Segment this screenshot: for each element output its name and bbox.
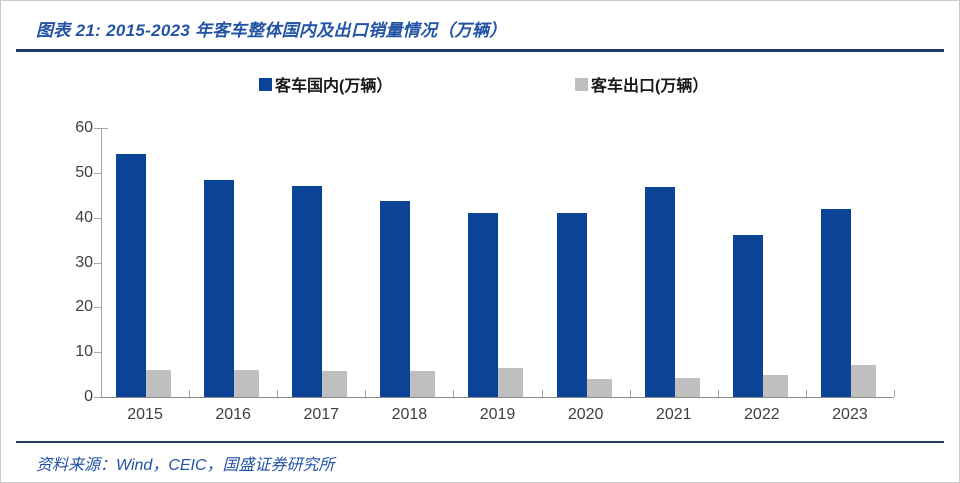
bar-domestic-2016 [204, 179, 235, 397]
bar-domestic-2022 [732, 234, 763, 397]
x-tick-mark [541, 390, 543, 397]
bar-export-2018 [410, 370, 436, 397]
y-tick-label: 10 [75, 343, 93, 361]
bar-domestic-2015 [116, 154, 146, 397]
x-category-label-2018: 2018 [391, 406, 428, 423]
bar-domestic-2021 [644, 186, 675, 397]
bar-domestic-2017 [292, 186, 323, 397]
x-tick-mark [717, 390, 719, 397]
x-category-label-2021: 2021 [655, 406, 692, 423]
bar-domestic-2023 [820, 208, 851, 397]
x-category-label-2023: 2023 [832, 406, 868, 423]
legend-swatch-domestic [259, 77, 272, 91]
legend-label-domestic: 客车国内(万辆） [275, 78, 393, 95]
y-tick-label: 40 [75, 208, 93, 226]
x-tick-mark [365, 390, 367, 397]
x-tick-mark [629, 390, 631, 397]
x-tick-mark [894, 390, 895, 397]
legend-swatch-export [575, 77, 588, 91]
y-axis-top-cap [101, 128, 108, 129]
source-note: 资料来源：Wind，CEIC，国盛证券研究所 [36, 457, 335, 474]
y-tick-label: 0 [84, 388, 93, 405]
bar-export-2022 [762, 375, 788, 397]
bar-export-2023 [850, 365, 876, 397]
y-tick-mark [94, 262, 101, 264]
y-tick-mark [94, 307, 101, 309]
x-category-label-2015: 2015 [127, 406, 163, 423]
x-category-label-2020: 2020 [567, 406, 604, 423]
footer-divider [16, 441, 944, 443]
y-tick-mark [94, 217, 101, 219]
y-axis-line [101, 128, 102, 397]
x-tick-mark [453, 390, 455, 397]
bar-domestic-2020 [556, 213, 587, 397]
y-tick-mark [94, 397, 101, 398]
bar-export-2019 [498, 367, 524, 397]
legend-item-domestic: 客车国内(万辆） [259, 75, 393, 95]
y-tick-label: 20 [75, 298, 93, 316]
x-category-label-2016: 2016 [215, 406, 251, 423]
x-category-label-2022: 2022 [744, 406, 780, 423]
y-tick-label: 50 [75, 163, 93, 181]
x-axis-line [101, 397, 894, 398]
figure-title: 图表 21: 2015-2023 年客车整体国内及出口销量情况（万辆） [36, 21, 507, 40]
legend-item-export: 客车出口(万辆） [575, 75, 709, 95]
y-tick-mark [94, 128, 101, 129]
x-tick-mark [805, 390, 807, 397]
bar-export-2021 [674, 378, 700, 397]
x-tick-mark [189, 390, 191, 397]
bar-export-2015 [146, 369, 171, 397]
y-tick-label: 30 [75, 253, 93, 271]
x-category-label-2017: 2017 [303, 406, 340, 423]
bar-export-2020 [586, 378, 612, 397]
legend-label-export: 客车出口(万辆） [591, 78, 709, 95]
bar-export-2016 [234, 370, 260, 397]
x-tick-mark [277, 390, 279, 397]
y-tick-mark [94, 352, 101, 354]
bar-export-2017 [322, 370, 348, 397]
x-category-label-2019: 2019 [479, 406, 516, 423]
y-tick-mark [94, 172, 101, 174]
title-divider [16, 49, 944, 52]
bar-domestic-2019 [468, 213, 499, 397]
y-tick-label: 60 [75, 119, 93, 136]
bar-domestic-2018 [380, 200, 411, 397]
